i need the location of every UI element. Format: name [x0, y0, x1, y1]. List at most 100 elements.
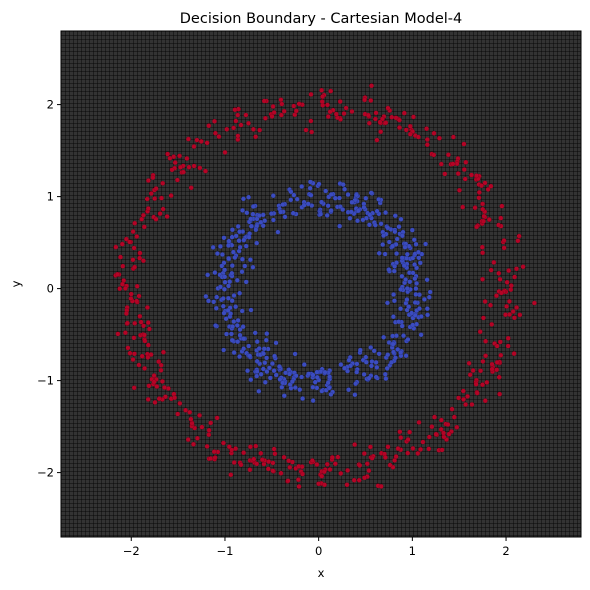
inner-ring-point [396, 224, 402, 230]
outer-ring-point [482, 398, 488, 404]
inner-ring-point [390, 333, 396, 339]
inner-ring-point [416, 306, 422, 312]
inner-ring-point [360, 217, 366, 223]
inner-ring-point [353, 192, 359, 198]
outer-ring-point [119, 281, 125, 287]
outer-ring-point [152, 399, 158, 405]
inner-ring-point [227, 279, 233, 285]
outer-ring-point [194, 435, 200, 441]
outer-ring-point [504, 303, 510, 309]
outer-ring-point [439, 447, 445, 453]
outer-ring-point [115, 331, 121, 337]
outer-ring-point [136, 362, 142, 368]
y-tick-label: 0 [47, 282, 54, 296]
outer-ring-point [424, 126, 430, 132]
outer-ring-point [352, 442, 358, 448]
inner-ring-point [399, 255, 405, 261]
inner-ring-point [383, 210, 389, 216]
inner-ring-point [340, 206, 346, 212]
inner-ring-point [221, 235, 227, 241]
outer-ring-point [211, 118, 217, 124]
x-tick-label: 1 [409, 544, 416, 558]
inner-ring-point [412, 276, 418, 282]
inner-ring-point [279, 384, 285, 390]
outer-ring-point [369, 455, 375, 461]
outer-ring-point [194, 137, 200, 143]
outer-ring-point [160, 206, 166, 212]
inner-ring-point [264, 369, 270, 375]
inner-ring-point [354, 369, 360, 375]
outer-ring-point [214, 415, 220, 421]
outer-ring-point [481, 218, 487, 224]
outer-ring-point [383, 120, 389, 126]
inner-ring-point [361, 371, 367, 377]
outer-ring-point [494, 343, 500, 349]
outer-ring-point [494, 367, 500, 373]
outer-ring-point [131, 335, 137, 341]
outer-ring-point [161, 385, 167, 391]
inner-ring-point [281, 393, 287, 399]
inner-ring-point [383, 376, 389, 382]
inner-ring-point [325, 203, 331, 209]
inner-ring-point [276, 364, 282, 370]
inner-ring-point [222, 267, 228, 273]
outer-ring-point [148, 352, 154, 358]
outer-ring-point [204, 140, 210, 146]
outer-ring-point [456, 187, 462, 193]
outer-ring-point [461, 166, 467, 172]
outer-ring-point [123, 236, 129, 242]
inner-ring-point [349, 199, 355, 205]
outer-ring-point [281, 454, 287, 460]
outer-ring-point [134, 233, 140, 239]
inner-ring-point [247, 353, 253, 359]
outer-ring-point [505, 343, 511, 349]
outer-ring-point [233, 118, 239, 124]
inner-ring-point [220, 303, 226, 309]
outer-ring-point [403, 127, 409, 133]
outer-ring-point [176, 153, 182, 159]
inner-ring-point [240, 196, 246, 202]
inner-ring-point [231, 319, 237, 325]
outer-ring-point [136, 293, 142, 299]
outer-ring-point [188, 416, 194, 422]
inner-ring-point [376, 351, 382, 357]
outer-ring-point [158, 362, 164, 368]
inner-ring-point [399, 233, 405, 239]
outer-ring-point [185, 136, 191, 142]
outer-ring-point [130, 257, 136, 263]
outer-ring-point [450, 134, 456, 140]
outer-ring-point [429, 424, 435, 430]
inner-ring-point [244, 210, 250, 216]
inner-ring-point [232, 254, 238, 260]
outer-ring-point [482, 180, 488, 186]
outer-ring-point [494, 359, 500, 365]
inner-ring-point [307, 179, 313, 185]
outer-ring-point [140, 323, 146, 329]
inner-ring-point [399, 273, 405, 279]
outer-ring-point [119, 241, 125, 247]
outer-ring-point [164, 213, 170, 219]
inner-ring-point [413, 291, 419, 297]
inner-ring-point [342, 365, 348, 371]
outer-ring-point [285, 478, 291, 484]
inner-ring-point [243, 279, 249, 285]
inner-ring-point [314, 369, 320, 375]
outer-ring-point [151, 373, 157, 379]
outer-ring-point [407, 429, 413, 435]
inner-ring-point [395, 346, 401, 352]
outer-ring-point [483, 353, 489, 359]
inner-ring-point [261, 351, 267, 357]
inner-ring-point [378, 221, 384, 227]
outer-ring-point [332, 461, 338, 467]
inner-ring-point [305, 201, 311, 207]
inner-ring-point [248, 307, 254, 313]
outer-ring-point [196, 412, 202, 418]
inner-ring-point [254, 339, 260, 345]
outer-ring-point [259, 457, 265, 463]
outer-ring-point [202, 168, 208, 174]
outer-ring-point [415, 450, 421, 456]
inner-ring-point [396, 319, 402, 325]
outer-ring-point [325, 114, 331, 120]
outer-ring-point [385, 105, 391, 111]
inner-ring-point [318, 211, 324, 217]
